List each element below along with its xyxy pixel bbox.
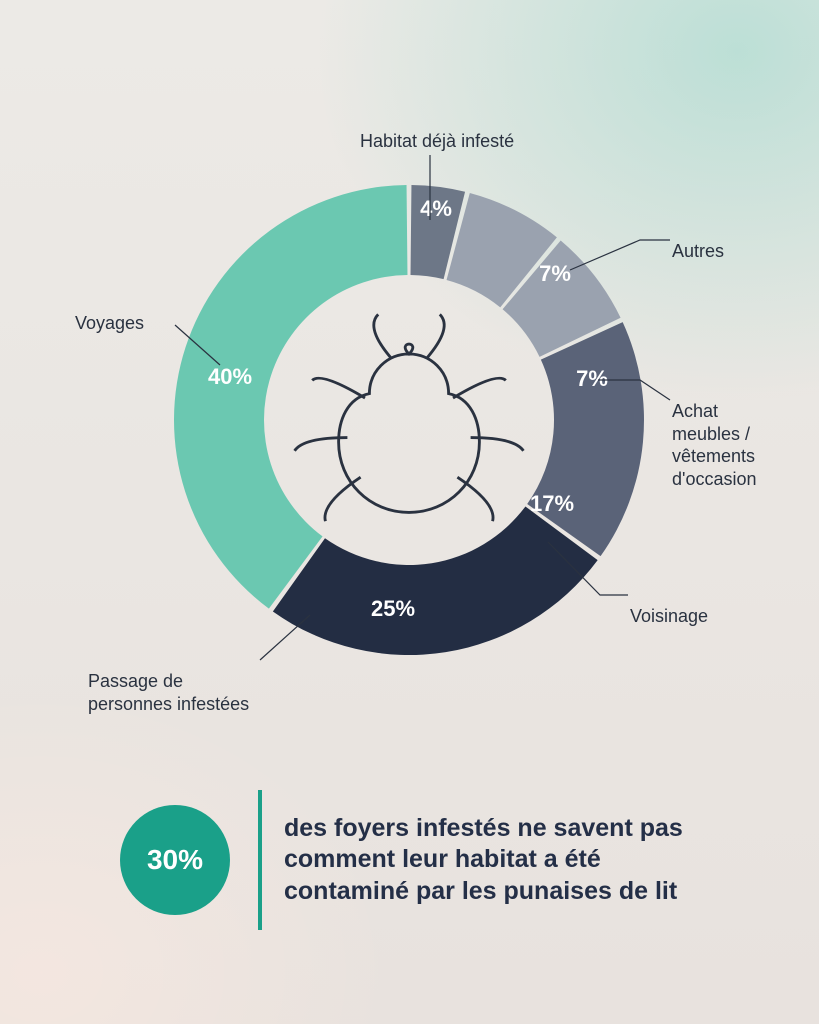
callout-divider [258, 790, 262, 930]
donut-chart-container: 4% 7% 7% 17% 25% 40% Habitat déjà infesté Autr… [0, 40, 819, 760]
slice-pct-achat: 7% [576, 366, 608, 391]
donut-slice-voyages [174, 185, 407, 609]
donut-slice-passage [273, 506, 598, 655]
slice-pct-habitat: 4% [420, 196, 452, 221]
callout-text: des foyers infestés ne savent pas commen… [284, 813, 704, 907]
slice-label-autres: Autres [672, 240, 724, 263]
slice-label-voyages: Voyages [75, 312, 144, 335]
slice-pct-voyages: 40% [208, 364, 252, 389]
slice-pct-voisin: 17% [530, 491, 574, 516]
callout: 30% des foyers infestés ne savent pas co… [120, 790, 704, 930]
slice-pct-passage: 25% [371, 596, 415, 621]
callout-percentage-circle: 30% [120, 805, 230, 915]
leader-line-passage [260, 615, 310, 660]
slice-label-habitat: Habitat déjà infesté [360, 130, 514, 153]
slice-label-achat: Achatmeubles /vêtementsd'occasion [672, 400, 757, 490]
slice-pct-autres: 7% [539, 261, 571, 286]
slice-label-passage: Passage depersonnes infestées [88, 670, 249, 715]
bedbug-icon [295, 314, 524, 521]
slice-label-voisin: Voisinage [630, 605, 708, 628]
